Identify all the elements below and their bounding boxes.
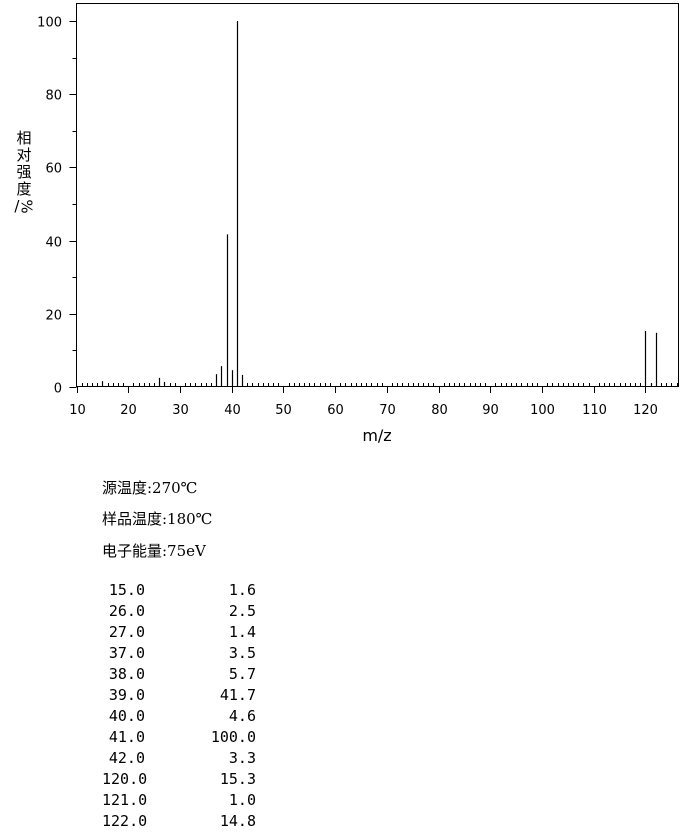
peak-mz: 41.0	[108, 728, 145, 746]
peak-row: 38.0 5.7	[102, 664, 256, 685]
x-tick-label: 70	[379, 403, 396, 418]
peak-intensity: 1.6	[228, 581, 256, 599]
x-tick-label: 40	[224, 403, 241, 418]
peak-mz: 39.0	[108, 686, 145, 704]
peak-row: 40.0 4.6	[102, 706, 256, 727]
peak-intensity: 14.8	[219, 812, 256, 830]
x-tick-label: 20	[120, 403, 137, 418]
minor-ticks	[82, 383, 678, 387]
peak-mz: 15.0	[108, 581, 145, 599]
peak-row: 39.0 41.7	[102, 685, 256, 706]
x-tick-label: 100	[530, 403, 555, 418]
peak-row: 120.0 15.3	[102, 769, 256, 790]
peak-mz: 40.0	[108, 707, 145, 725]
x-tick-label: 80	[431, 403, 448, 418]
peak-intensity: 3.5	[228, 644, 256, 662]
peak-row: 37.0 3.5	[102, 643, 256, 664]
y-tick-label: 0	[54, 382, 62, 397]
y-axis-label-unit: /%	[14, 197, 37, 215]
y-tick-label: 40	[45, 236, 62, 251]
peak-intensity: 4.6	[228, 707, 256, 725]
y-axis-label: 相 对 强 度 /%	[14, 129, 37, 215]
peak-mz: 121.0	[102, 791, 148, 809]
x-tick-label: 30	[172, 403, 189, 418]
electron-energy: 电子能量:75eV	[102, 542, 206, 560]
y-tick-label: 60	[45, 162, 62, 177]
sample-temperature: 样品温度:180℃	[102, 510, 213, 528]
peak-row: 121.0 1.0	[102, 790, 256, 811]
y-axis-label-char: 强	[16, 163, 32, 181]
source-temperature: 源温度:270℃	[102, 479, 198, 497]
peak-row: 42.0 3.3	[102, 748, 256, 769]
peak-intensity: 5.7	[228, 665, 256, 683]
x-tick-label: 120	[633, 403, 658, 418]
peak-row: 41.0 100.0	[102, 727, 256, 748]
plot-frame	[76, 3, 679, 387]
peak-mz: 120.0	[102, 770, 148, 788]
peak-mz: 122.0	[102, 812, 148, 830]
x-tick-label: 10	[69, 403, 86, 418]
x-axis-label: m/z	[362, 426, 391, 445]
y-axis-label-char: 度	[16, 180, 32, 198]
peak-intensity: 100.0	[210, 728, 256, 746]
x-tick-label: 60	[327, 403, 344, 418]
peak-row: 15.0 1.6	[102, 580, 256, 601]
y-tick-label: 20	[45, 309, 62, 324]
peak-intensity: 1.0	[228, 791, 256, 809]
x-axis-ticks: 10 20 30 40 50 60 70 80 90 100 110 120	[69, 387, 658, 418]
peak-mz: 27.0	[108, 623, 145, 641]
y-axis-label-char: 对	[16, 146, 32, 164]
peak-mz: 38.0	[108, 665, 145, 683]
peak-row: 122.0 14.8	[102, 811, 256, 832]
peak-intensity: 3.3	[228, 749, 256, 767]
y-axis-ticks: 0 20 40 60 80 100	[37, 16, 77, 397]
x-tick-label: 90	[482, 403, 499, 418]
peak-intensity: 41.7	[219, 686, 256, 704]
x-tick-label: 50	[275, 403, 292, 418]
peak-row: 27.0 1.4	[102, 622, 256, 643]
peak-intensity: 2.5	[228, 602, 256, 620]
spectrum-bars	[101, 21, 658, 387]
y-tick-label: 80	[45, 89, 62, 104]
peak-mz: 26.0	[108, 602, 145, 620]
peak-intensity: 15.3	[219, 770, 256, 788]
peak-table: 15.0 1.6 26.0 2.5 27.0 1.4 37.0 3.5 38.0 5.7 39.0 4…	[102, 580, 256, 832]
x-tick-label: 110	[582, 403, 607, 418]
y-tick-label: 100	[37, 16, 62, 31]
y-axis-label-char: 相	[16, 129, 32, 147]
mass-spectrum-chart: 10 20 30 40 50 60 70 80 90 100 110 120 0 20 40 60 80 100…	[37, 3, 679, 445]
peak-mz: 42.0	[108, 749, 145, 767]
peak-intensity: 1.4	[228, 623, 256, 641]
peak-mz: 37.0	[108, 644, 145, 662]
peak-row: 26.0 2.5	[102, 601, 256, 622]
